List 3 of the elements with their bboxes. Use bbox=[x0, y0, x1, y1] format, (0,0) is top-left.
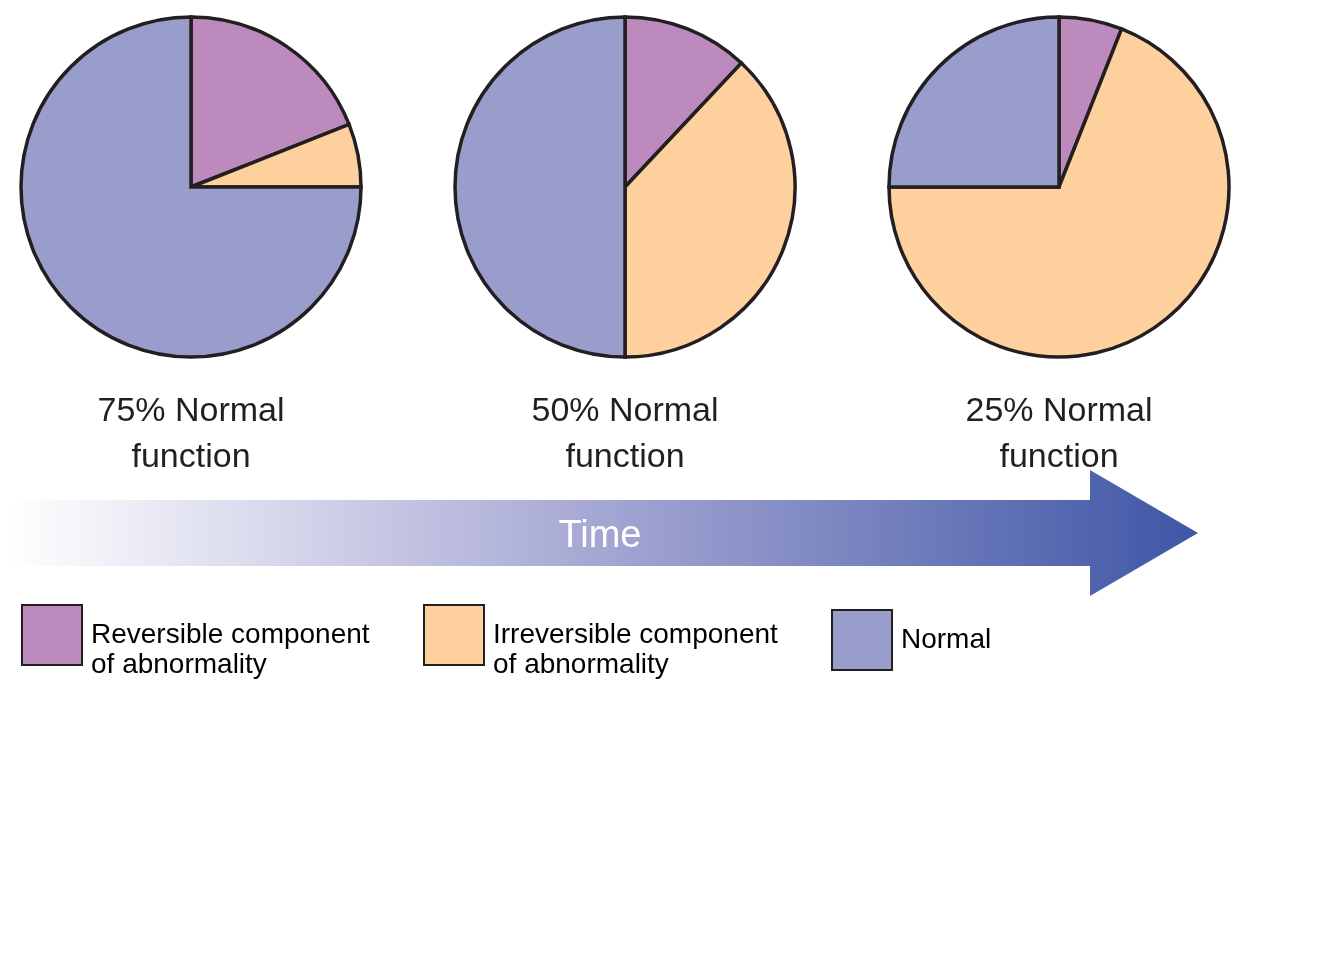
legend-label: Normal bbox=[901, 623, 992, 654]
legend-label: Irreversible component of abnormality bbox=[493, 618, 779, 679]
legend-label: Reversible component of abnormality bbox=[91, 618, 370, 679]
